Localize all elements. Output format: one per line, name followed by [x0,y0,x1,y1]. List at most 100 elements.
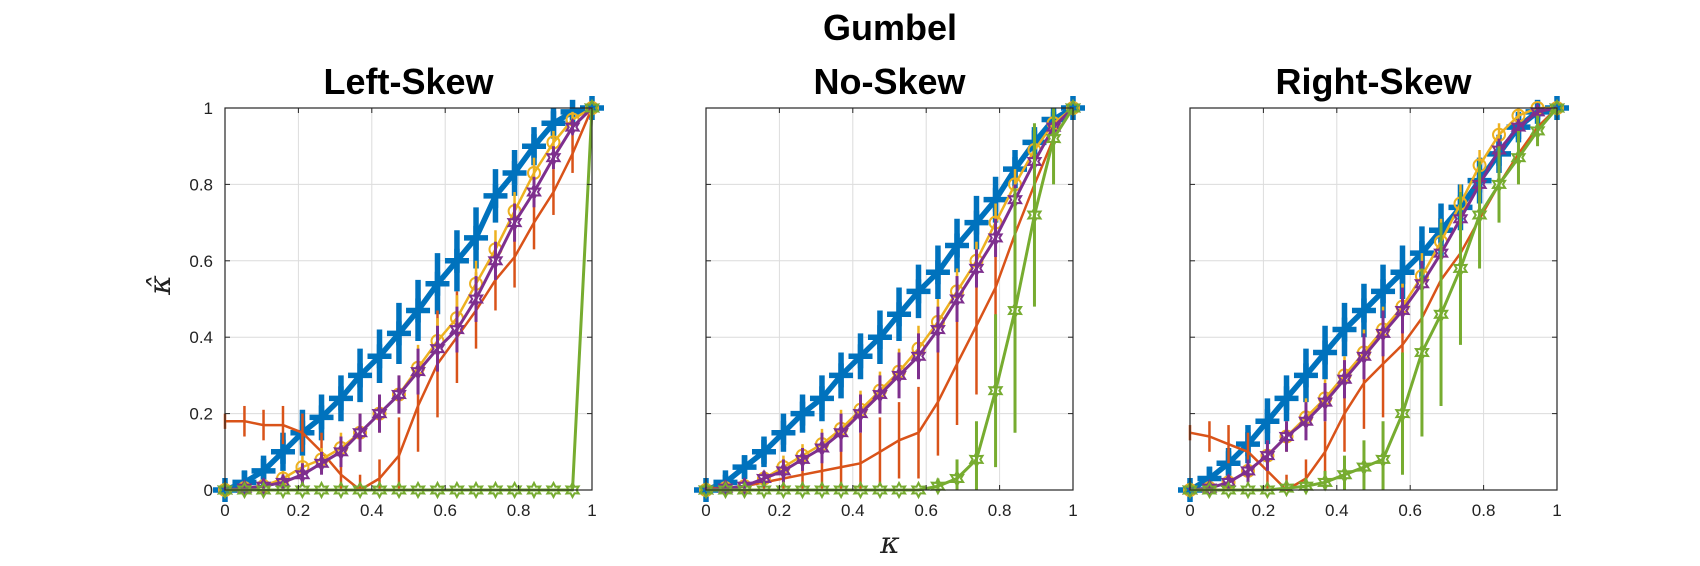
data-point [1510,148,1527,167]
data-point [756,469,772,488]
series-blue [694,96,1085,502]
panel-1: 0 0.2 0.4 0.6 0.8 1 0 0.2 0.4 0.6 0.8 1 Left-Skew [189,61,604,520]
x-tick-label: 0.6 [433,501,457,520]
data-point [1356,458,1372,477]
data-point [1278,478,1295,498]
data-point [794,450,811,469]
x-tick-label: 0 [1185,501,1194,520]
data-point [425,271,450,296]
data-point [829,363,854,388]
data-point [1471,205,1488,225]
data-point [1356,347,1372,366]
data-point [968,259,985,278]
data-point [1255,409,1280,434]
data-point [386,321,411,346]
x-tick-label: 0.6 [914,501,938,520]
y-tick-label: 0.2 [189,405,213,424]
data-point [333,480,349,500]
data-point [1371,279,1396,304]
data-point [1313,340,1338,365]
data-point [949,469,965,488]
axes-box [224,107,593,491]
data-point [449,480,465,500]
x-tick-label: 1 [1552,501,1561,520]
data-point [1259,446,1276,465]
y-tick-label: 0.6 [189,252,213,271]
data-point [352,480,368,500]
series-line [705,105,1075,493]
x-tick-label: 0.8 [988,501,1012,520]
data-point [1317,392,1333,412]
data-point [1007,301,1023,320]
data-point [852,404,869,423]
data-point [1394,404,1411,423]
data-point [545,480,562,500]
data-point [1332,317,1357,342]
data-point [352,423,368,442]
data-point [736,477,753,496]
data-point [309,405,334,430]
data-point [391,480,407,500]
x-tick-label: 0.8 [1472,501,1496,520]
x-tick-label: 0.4 [1325,501,1349,520]
data-point [949,289,965,309]
data-point [1529,121,1546,140]
y-tick-label: 0 [204,481,213,500]
data-point [814,480,830,500]
x-tick-label: 0.4 [360,501,384,520]
y-tick-label: 0.8 [189,175,213,194]
data-point [891,480,907,500]
data-point [906,279,931,304]
panel-3: 0 0.2 0.4 0.6 0.8 1 Right-Skew [1178,61,1569,520]
x-tick-label: 0 [701,501,710,520]
series-line [224,106,594,492]
data-point [1240,480,1256,500]
data-point [872,385,888,404]
panel-title: Right-Skew [1275,61,1472,102]
y-axis-label: κ̂ [143,275,178,296]
data-point [751,439,776,464]
data-point [964,210,989,235]
data-point [771,420,796,445]
data-point [852,480,869,500]
x-tick-label: 0.8 [507,501,531,520]
data-point [1452,259,1469,278]
data-point [391,385,407,404]
data-point [910,480,927,500]
data-point [236,480,253,500]
data-point [564,117,581,137]
data-point [506,213,523,232]
y-tick-label: 0.4 [189,328,213,347]
data-point [1240,461,1256,481]
data-point [872,480,888,500]
data-point [429,480,446,500]
data-point [987,228,1004,248]
axes-box [705,107,1074,491]
x-tick-label: 0.6 [1398,501,1422,520]
series-line [705,106,1075,492]
data-point [1278,427,1295,446]
data-point [464,225,489,250]
data-point [1026,205,1043,225]
data-point [406,298,431,323]
x-tick-label: 1 [587,501,596,520]
data-point [717,480,734,500]
data-point [790,401,815,426]
data-point [1491,175,1507,194]
data-point [1293,363,1318,388]
data-point [449,320,465,339]
data-point [522,134,547,159]
data-point [794,480,811,500]
data-point [502,160,527,185]
x-tick-label: 0.2 [287,501,311,520]
data-point [313,480,330,500]
data-point [1298,412,1314,431]
data-point [1298,477,1314,496]
data-point [945,233,970,258]
data-point [348,363,373,388]
x-tick-label: 0.2 [1252,501,1276,520]
data-point [814,438,830,458]
x-axis-label: κ [879,526,900,561]
data-point [887,302,912,327]
